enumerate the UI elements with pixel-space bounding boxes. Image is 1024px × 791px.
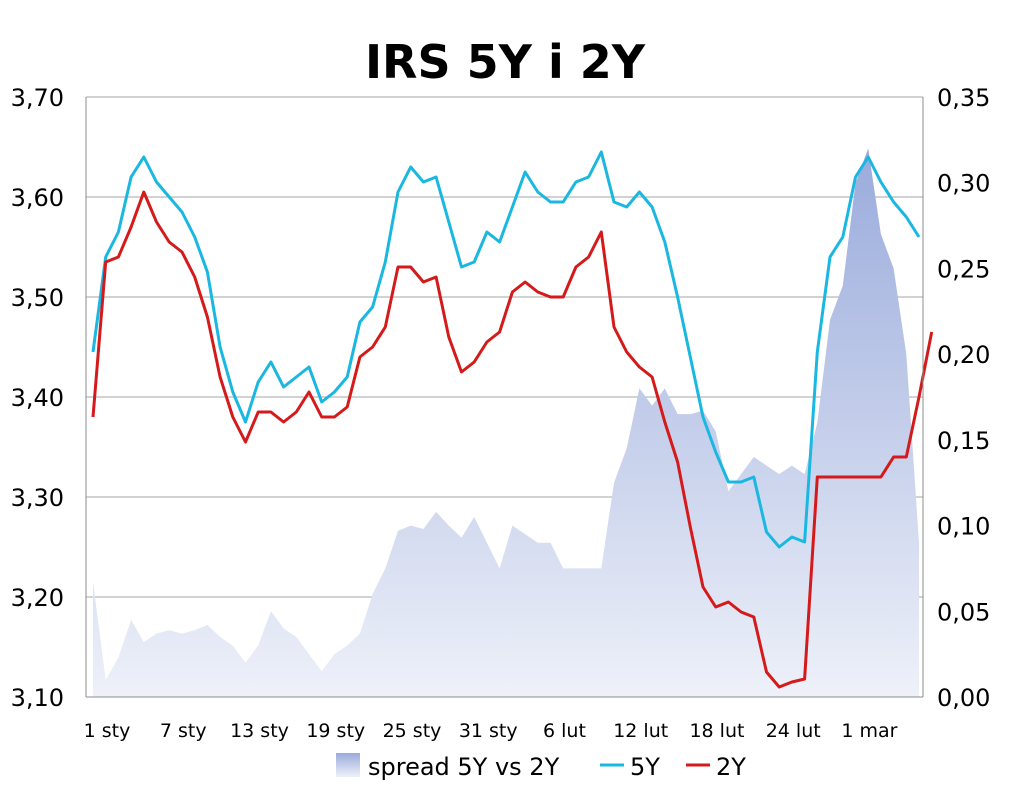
right-tick-label: 0,20: [937, 341, 990, 369]
x-tick-label: 1 sty: [84, 720, 131, 742]
left-tick-label: 3,60: [11, 184, 64, 212]
x-tick-label: 19 sty: [306, 720, 365, 742]
x-tick-label: 24 lut: [766, 720, 821, 742]
axes: [85, 97, 924, 698]
x-tick-label: 6 lut: [543, 720, 586, 742]
x-axis-tick-labels: 1 sty 7 sty 13 sty 19 sty 25 sty 31 sty 6 lut 1…: [84, 720, 898, 742]
right-tick-label: 0,00: [937, 684, 990, 712]
spread-area-group: [93, 148, 919, 697]
right-tick-label: 0,25: [937, 255, 990, 283]
chart-title: IRS 5Y i 2Y: [365, 35, 646, 89]
left-axis-tick-labels: 3,10 3,20 3,30 3,40 3,50 3,60 3,70: [11, 84, 64, 712]
legend-label-5y: 5Y: [630, 753, 660, 781]
line-2y: [91, 190, 934, 689]
legend-swatch-spread: [336, 753, 360, 777]
x-tick-label: 25 sty: [383, 720, 442, 742]
left-tick-label: 3,40: [11, 384, 64, 412]
legend-label-2y: 2Y: [716, 753, 746, 781]
x-tick-label: 31 sty: [459, 720, 518, 742]
right-tick-label: 0,35: [937, 84, 990, 112]
right-tick-label: 0,05: [937, 598, 990, 626]
x-tick-label: 18 lut: [689, 720, 744, 742]
lines-group: [91, 150, 934, 689]
right-tick-label: 0,30: [937, 170, 990, 198]
x-tick-label: 13 sty: [230, 720, 289, 742]
left-tick-label: 3,70: [11, 84, 64, 112]
legend-label-spread: spread 5Y vs 2Y: [368, 753, 560, 781]
x-tick-label: 7 sty: [160, 720, 207, 742]
right-axis-tick-labels: 0,00 0,05 0,10 0,15 0,20 0,25 0,30 0,35: [937, 84, 990, 712]
x-tick-label: 1 mar: [841, 720, 897, 742]
left-tick-label: 3,50: [11, 284, 64, 312]
left-tick-label: 3,10: [11, 684, 64, 712]
left-tick-label: 3,30: [11, 484, 64, 512]
x-tick-label: 12 lut: [613, 720, 668, 742]
line-5y: [91, 150, 921, 549]
legend: spread 5Y vs 2Y 5Y 2Y: [336, 753, 746, 781]
left-tick-label: 3,20: [11, 584, 64, 612]
spread-area: [93, 148, 919, 697]
right-tick-label: 0,10: [937, 513, 990, 541]
right-tick-label: 0,15: [937, 427, 990, 455]
